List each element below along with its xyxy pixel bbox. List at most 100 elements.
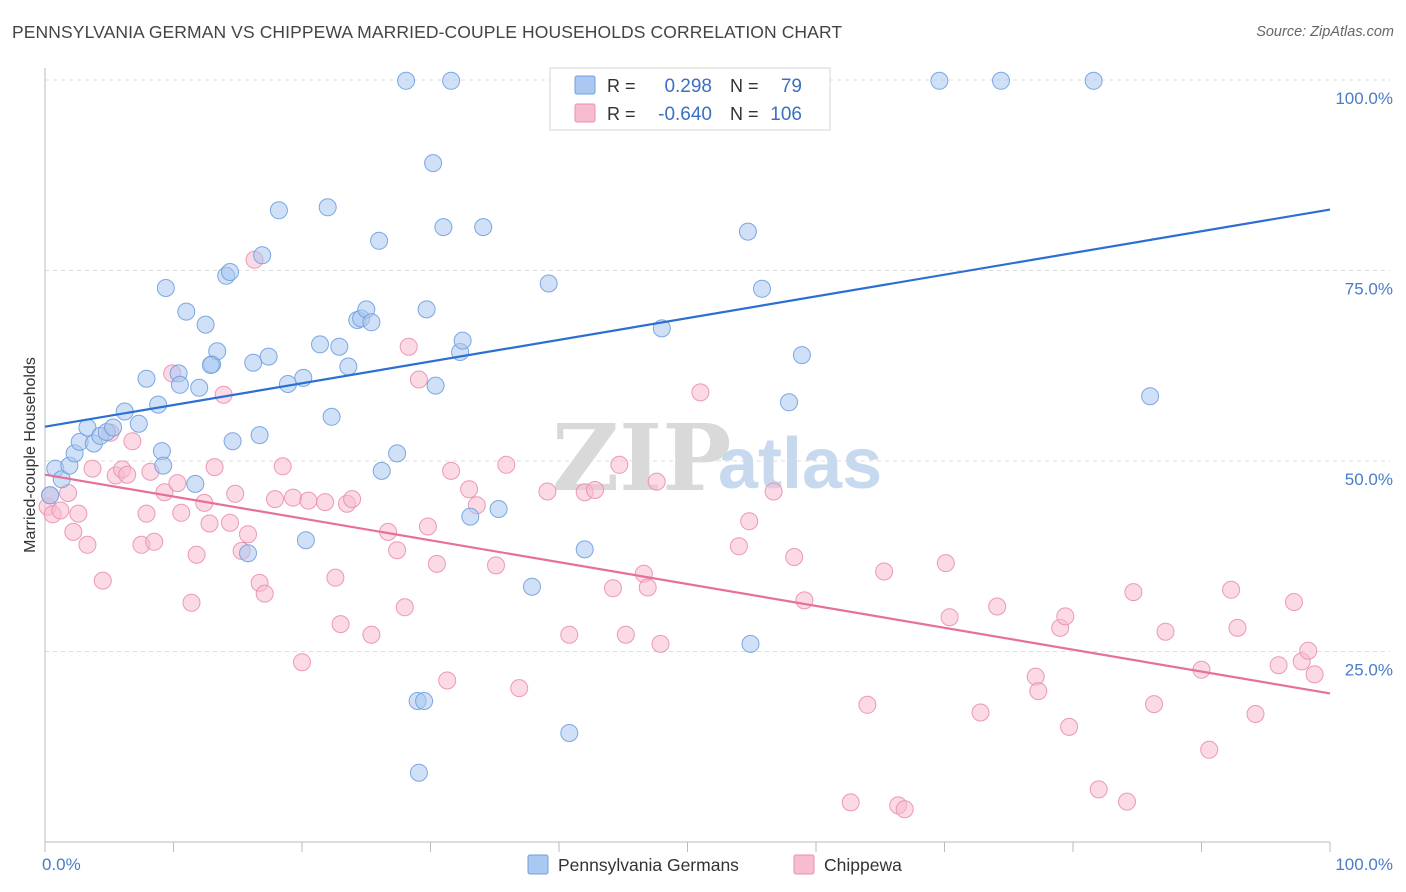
point-chippewa [1299,641,1318,660]
point-chippewa [64,522,83,541]
point-chippewa [729,537,748,556]
point-chippewa [971,703,990,722]
point-pennsylvania-germans [154,456,173,475]
legend-n-label: N = [730,76,759,96]
point-chippewa [93,571,112,590]
point-pennsylvania-germans [370,231,389,250]
point-pennsylvania-germans [41,486,60,505]
point-chippewa [610,455,629,474]
point-pennsylvania-germans [453,331,472,350]
point-chippewa [362,625,381,644]
trend-lines [44,208,1331,695]
point-chippewa [427,554,446,573]
legend-n-value: 79 [781,76,802,97]
axes [44,68,1331,852]
point-pennsylvania-germans [417,300,436,319]
point-chippewa [226,484,245,503]
series-legend: Pennsylvania Germans Chippewa [527,854,902,875]
trend-line-chippewa [44,473,1331,695]
y-tick-label: 25.0% [1345,661,1393,680]
legend-r-label: R = [607,76,636,96]
point-pennsylvania-germans [244,353,263,372]
point-pennsylvania-germans [201,356,220,374]
point-chippewa [1305,665,1324,684]
point-pennsylvania-germans [753,279,771,298]
point-pennsylvania-germans [489,500,508,518]
point-chippewa [651,634,670,653]
point-pennsylvania-germans [738,222,757,241]
series-label-chippewa: Chippewa [824,855,902,875]
point-chippewa [764,482,783,501]
point-chippewa [409,370,428,389]
point-pennsylvania-germans [156,279,175,297]
series-swatch-pink [793,854,815,875]
point-chippewa [266,490,284,509]
point-chippewa [118,465,137,484]
point-chippewa [875,562,894,581]
point-chippewa [273,457,292,476]
point-chippewa [1060,717,1079,736]
point-chippewa [1285,593,1303,611]
point-chippewa [316,493,335,512]
y-axis-label: Married-couple Households [22,357,39,553]
point-chippewa [510,679,529,698]
point-pennsylvania-germans [259,347,278,366]
point-chippewa [1056,607,1075,626]
point-pennsylvania-germans [780,393,798,412]
point-pennsylvania-germans [560,724,579,742]
series-swatch-blue [527,854,549,875]
point-pennsylvania-germans [296,531,315,550]
point-chippewa [137,504,156,523]
point-chippewa [168,474,187,493]
point-pennsylvania-germans [539,274,558,293]
point-pennsylvania-germans [362,313,381,332]
point-chippewa [205,458,224,477]
point-chippewa [388,541,407,560]
point-chippewa [395,598,414,617]
point-chippewa [1124,583,1143,602]
point-pennsylvania-germans [575,540,594,559]
legend-n-label: N = [730,104,759,124]
point-chippewa [497,455,516,474]
point-chippewa [1246,705,1265,723]
point-chippewa [1269,656,1288,675]
chart-title: PENNSYLVANIA GERMAN VS CHIPPEWA MARRIED-… [12,22,843,42]
legend-r-label: R = [607,104,636,124]
point-pennsylvania-germans [1141,387,1160,406]
point-chippewa [538,482,557,501]
grid-lines [45,79,1390,652]
point-chippewa [1029,682,1048,701]
point-pennsylvania-germans [250,426,269,445]
point-chippewa [442,461,461,480]
point-chippewa [638,578,657,597]
point-chippewa [858,695,877,714]
point-chippewa [343,490,362,509]
point-pennsylvania-germans [461,507,480,526]
point-chippewa [221,513,239,532]
point-chippewa [172,503,191,522]
point-pennsylvania-germans [330,337,349,356]
point-pennsylvania-germans [311,335,329,354]
point-pennsylvania-germans [170,375,189,394]
point-chippewa [1200,740,1219,759]
series-legend-item-pennsylvania-germans[interactable]: Pennsylvania Germans [527,854,739,875]
point-pennsylvania-germans [474,218,493,237]
point-chippewa [1118,792,1136,811]
correlation-legend: R = 0.298 N = 79 R = -0.640 N = 106 [549,67,831,131]
point-pennsylvania-germans [239,544,257,563]
point-pennsylvania-germans [1084,71,1103,90]
point-chippewa [438,671,457,690]
point-pennsylvania-germans [223,432,242,451]
legend-r-value: 0.298 [664,76,712,97]
data-points [38,71,1324,819]
point-pennsylvania-germans [322,407,341,426]
legend-row-blue: R = 0.298 N = 79 [574,75,802,97]
point-chippewa [78,535,97,554]
point-chippewa [895,800,914,819]
point-chippewa [795,591,814,610]
series-legend-item-chippewa[interactable]: Chippewa [793,854,902,875]
point-chippewa [331,615,350,634]
point-pennsylvania-germans [792,346,811,365]
point-pennsylvania-germans [196,315,215,334]
